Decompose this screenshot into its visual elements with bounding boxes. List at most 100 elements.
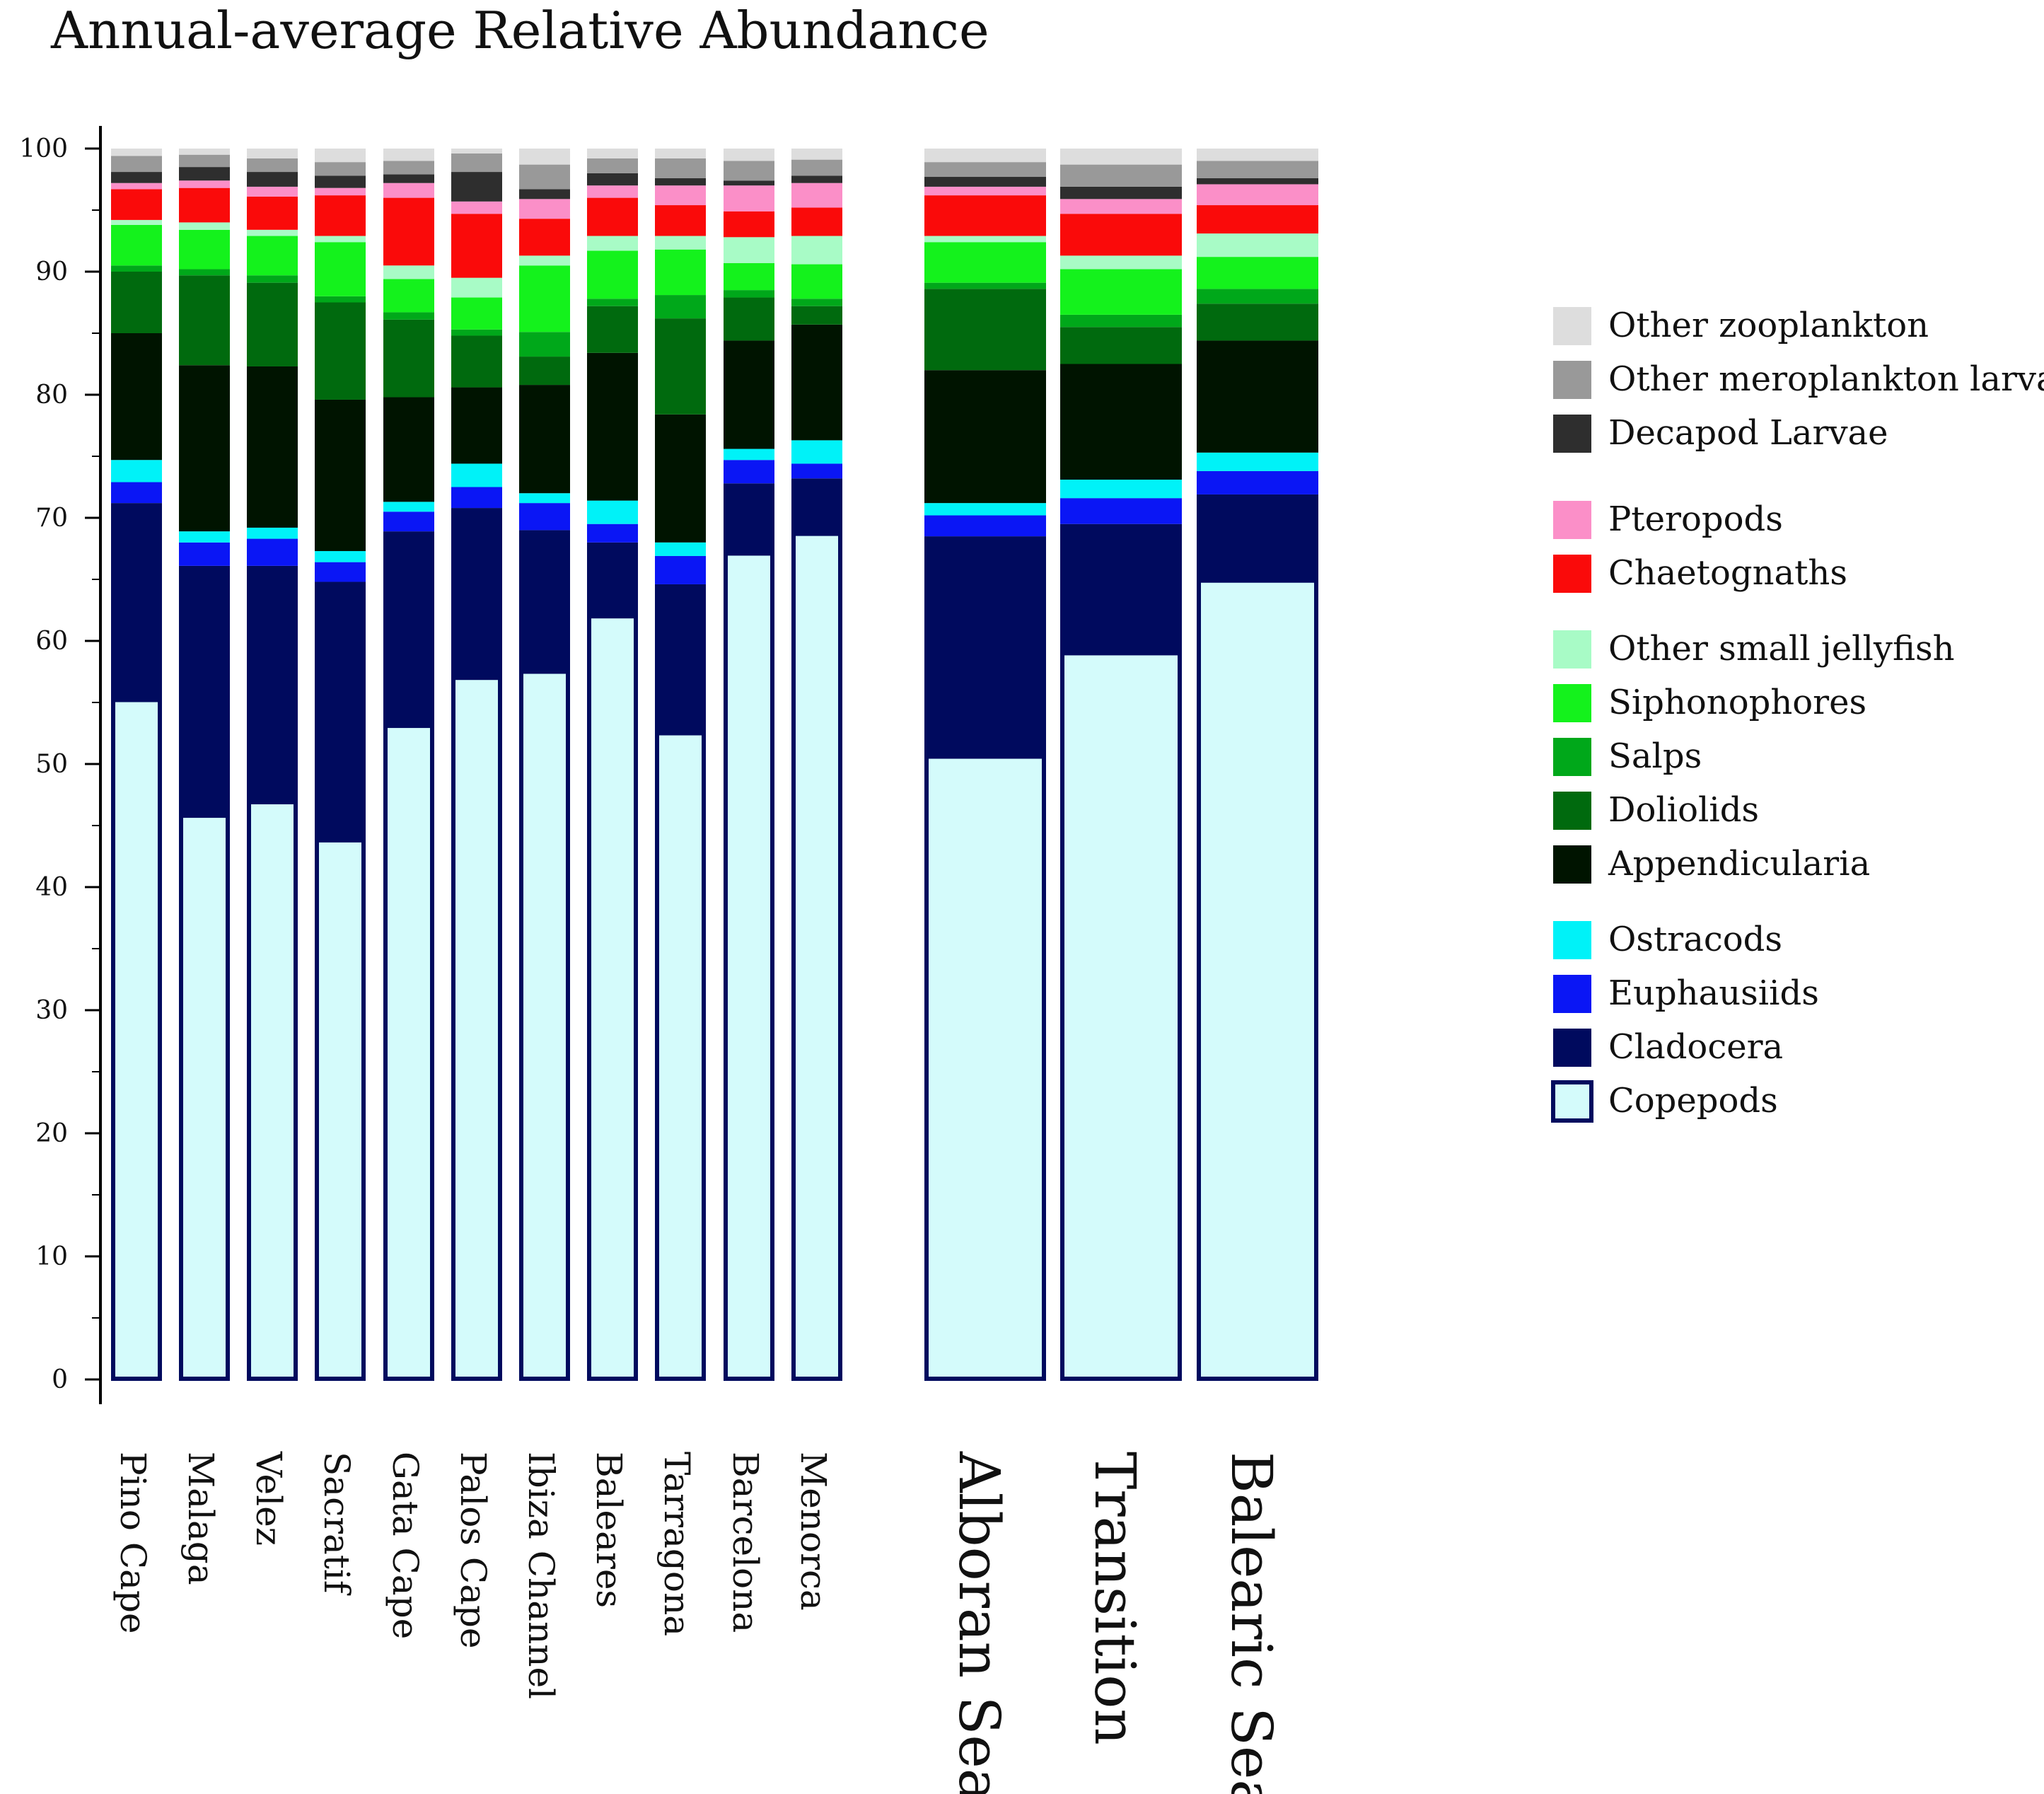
legend-label-ostracods: Ostracods — [1608, 920, 1782, 959]
bar-segment-velez-appendicularia — [247, 366, 298, 528]
x-label-pino-cape: Pino Cape — [112, 1452, 153, 1634]
bar-segment-baleares-chaetognaths — [587, 197, 638, 236]
bar-segment-sacratif-doliolids — [315, 302, 366, 400]
legend-swatch-euphausiids — [1553, 975, 1591, 1013]
bar-segment-palos-cape-appendicularia — [451, 387, 502, 464]
bar-segment-barcelona-other-zooplankton — [724, 149, 774, 161]
bar-segment-malaga-doliolids — [179, 275, 230, 366]
y-axis: 0 10 20 30 40 50 60 70 80 90 100 — [19, 126, 102, 1404]
bar-segment-menorca-pteropods — [791, 183, 842, 208]
legend-item-other-zooplankton: Other zooplankton — [1553, 306, 1929, 345]
bar-segment-tarragona-ostracods — [655, 542, 706, 556]
copepods-outline-barcelona — [724, 551, 774, 1382]
copepods-outline-sacratif — [315, 838, 366, 1381]
bar-segment-palos-cape-doliolids — [451, 335, 502, 388]
bar-segment-transition-siphonophores — [1060, 269, 1182, 315]
bar-segment-velez-ostracods — [247, 527, 298, 539]
copepods-outline-menorca — [791, 531, 842, 1381]
bar-segment-ibiza-channel-cladocera — [519, 530, 570, 672]
bar-segment-pino-cape-pteropods — [111, 183, 162, 190]
bar-segment-barcelona-salps — [724, 290, 774, 298]
legend-item-copepods: Copepods — [1551, 1080, 1778, 1123]
bar-segment-tarragona-doliolids — [655, 318, 706, 415]
copepods-outline-velez — [247, 799, 298, 1381]
legend-item-other-small-jellyfish: Other small jellyfish — [1553, 629, 1955, 669]
bar-segment-velez-other-zooplankton — [247, 149, 298, 158]
bar-segment-pino-cape-ostracods — [111, 460, 162, 482]
x-label-barcelona: Barcelona — [725, 1452, 766, 1633]
x-label-tarragona: Tarragona — [656, 1452, 697, 1636]
bar-segment-balearic-sea-appendicularia — [1197, 340, 1318, 453]
legend-item-chaetognaths: Chaetognaths — [1553, 553, 1847, 593]
bar-segment-sacratif-decapod-larvae — [315, 175, 366, 188]
bar-segment-balearic-sea-pteropods — [1197, 184, 1318, 206]
bar-segment-pino-cape-euphausiids — [111, 482, 162, 504]
bar-segment-sacratif-other-meroplankton-larvae — [315, 162, 366, 176]
bar-segment-velez-decapod-larvae — [247, 172, 298, 187]
bar-segment-gata-cape-salps — [383, 312, 434, 320]
legend-label-copepods: Copepods — [1608, 1081, 1778, 1121]
bar-segment-velez-pteropods — [247, 186, 298, 197]
bar-segment-balearic-sea-chaetognaths — [1197, 205, 1318, 234]
bar-segment-transition-doliolids — [1060, 327, 1182, 364]
bar-segment-sacratif-copepods — [315, 840, 366, 1379]
bar-segment-ibiza-channel-chaetognaths — [519, 219, 570, 256]
bar-segment-pino-cape-chaetognaths — [111, 189, 162, 220]
bar-segment-ibiza-channel-appendicularia — [519, 385, 570, 494]
copepods-outline-tarragona — [655, 731, 706, 1381]
legend-label-salps: Salps — [1608, 736, 1702, 776]
legend-swatch-appendicularia — [1553, 845, 1591, 884]
bar-segment-pino-cape-decapod-larvae — [111, 172, 162, 183]
bar-ibiza-channel — [519, 149, 570, 1381]
x-label-menorca: Menorca — [793, 1452, 834, 1611]
bar-segment-alboran-sea-siphonophores — [924, 242, 1046, 283]
bar-segment-sacratif-pteropods — [315, 187, 366, 196]
y-tick-label-80: 80 — [35, 381, 68, 410]
bar-segment-velez-doliolids — [247, 282, 298, 366]
bar-segment-malaga-euphausiids — [179, 542, 230, 566]
legend-label-euphausiids: Euphausiids — [1608, 973, 1819, 1013]
bar-segment-transition-euphausiids — [1060, 498, 1182, 524]
bar-baleares — [587, 149, 638, 1382]
bar-segment-gata-cape-pteropods — [383, 183, 434, 198]
legend-label-other-zooplankton: Other zooplankton — [1608, 306, 1929, 345]
bar-segment-ibiza-channel-copepods — [519, 671, 570, 1379]
bar-segment-ibiza-channel-pteropods — [519, 199, 570, 219]
bar-segment-transition-chaetognaths — [1060, 214, 1182, 256]
bar-segment-alboran-sea-salps — [924, 282, 1046, 289]
bar-palos-cape — [451, 149, 502, 1381]
bar-segment-baleares-ostracods — [587, 500, 638, 524]
bar-segment-velez-euphausiids — [247, 538, 298, 566]
bar-segment-menorca-siphonophores — [791, 264, 842, 299]
bar-segment-balearic-sea-decapod-larvae — [1197, 178, 1318, 185]
bar-segment-balearic-sea-other-small-jellyfish — [1197, 233, 1318, 257]
bar-segment-gata-cape-copepods — [383, 726, 434, 1379]
bar-segment-transition-other-meroplankton-larvae — [1060, 164, 1182, 187]
bar-segment-ibiza-channel-other-small-jellyfish — [519, 255, 570, 266]
bar-segment-alboran-sea-cladocera — [924, 536, 1046, 757]
bar-segment-malaga-salps — [179, 269, 230, 276]
bar-segment-pino-cape-appendicularia — [111, 333, 162, 461]
x-label-transition: Transition — [1082, 1452, 1148, 1745]
bar-segment-barcelona-doliolids — [724, 297, 774, 341]
bar-segment-velez-other-small-jellyfish — [247, 229, 298, 236]
legend-swatch-cladocera — [1553, 1029, 1591, 1067]
bar-segment-tarragona-euphausiids — [655, 555, 706, 584]
bar-segment-baleares-other-small-jellyfish — [587, 236, 638, 251]
bar-segment-alboran-sea-copepods — [924, 756, 1046, 1379]
legend-item-pteropods: Pteropods — [1553, 499, 1783, 539]
bar-segment-malaga-other-meroplankton-larvae — [179, 154, 230, 168]
bar-segment-balearic-sea-ostracods — [1197, 452, 1318, 471]
copepods-outline-ibiza-channel — [519, 669, 570, 1381]
bar-segment-balearic-sea-doliolids — [1197, 303, 1318, 341]
bar-segment-sacratif-chaetognaths — [315, 195, 366, 236]
x-label-velez: Velez — [248, 1451, 289, 1546]
bar-segment-malaga-siphonophores — [179, 229, 230, 270]
bar-segment-barcelona-cladocera — [724, 483, 774, 554]
bar-segment-gata-cape-cladocera — [383, 531, 434, 727]
legend-swatch-pteropods — [1553, 501, 1591, 539]
y-tick-label-40: 40 — [35, 873, 68, 902]
legend-label-chaetognaths: Chaetognaths — [1608, 553, 1847, 593]
bar-segment-malaga-pteropods — [179, 180, 230, 188]
bar-segment-pino-cape-siphonophores — [111, 224, 162, 266]
